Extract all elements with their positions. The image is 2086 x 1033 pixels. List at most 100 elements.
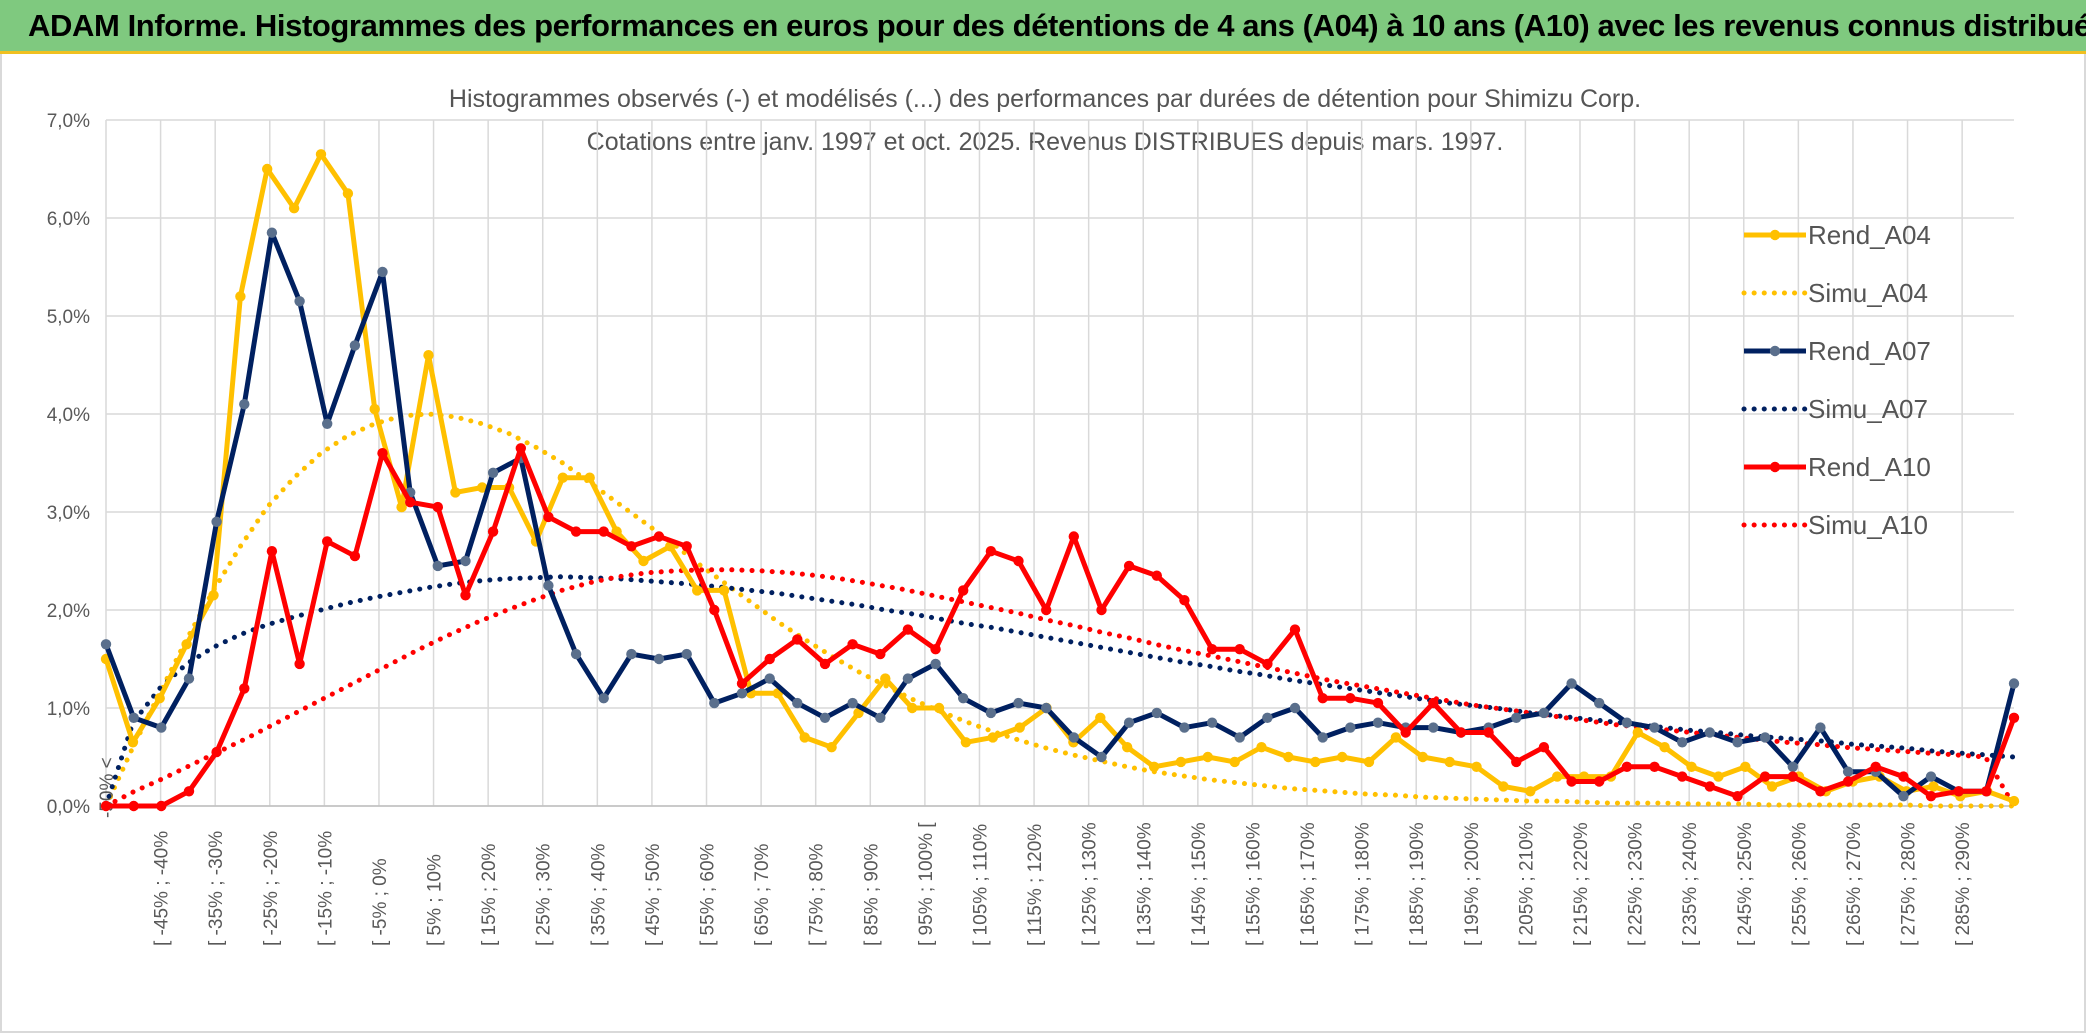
y-tick-label: 3,0% xyxy=(47,503,90,524)
data-point xyxy=(1041,604,1052,616)
data-point xyxy=(1538,707,1550,719)
chart-title-line1: Histogrammes observés (-) et modélisés (… xyxy=(449,85,1641,113)
data-point xyxy=(1444,756,1455,768)
data-point xyxy=(880,673,891,684)
x-tick-label: [ -15% ; -10% xyxy=(315,831,336,946)
chart-title-line2: Cotations entre janv. 1997 et oct. 2025.… xyxy=(587,128,1504,156)
legend-item-Rend_A10: Rend_A10 xyxy=(1744,452,1931,482)
x-tick-label: [ 255% ; 260% xyxy=(1789,822,1810,946)
x-tick-label: [ 205% ; 210% xyxy=(1516,822,1537,946)
data-point xyxy=(349,340,361,351)
data-point xyxy=(1148,761,1160,772)
data-point xyxy=(1234,732,1245,743)
data-point xyxy=(183,786,195,797)
series-line-Rend_A07 xyxy=(103,230,2017,799)
data-point xyxy=(1842,766,1854,777)
data-point xyxy=(1632,727,1644,738)
x-tick-label: [ -5% ; 0% xyxy=(370,858,391,946)
data-point xyxy=(1766,781,1778,792)
data-point xyxy=(1337,751,1348,763)
data-point xyxy=(1732,737,1743,748)
legend-label: Simu_A07 xyxy=(1808,394,1928,424)
data-point xyxy=(2008,795,2020,807)
data-point xyxy=(1179,595,1190,606)
series-line-Simu_A07 xyxy=(103,574,2017,809)
data-point xyxy=(626,541,637,552)
x-tick-label: [ 135% ; 140% xyxy=(1134,822,1155,946)
data-point xyxy=(450,487,461,498)
data-point xyxy=(1925,791,1937,802)
data-point xyxy=(262,163,273,175)
data-point xyxy=(933,702,945,714)
x-tick-label: [ 125% ; 130% xyxy=(1080,822,1101,946)
data-point xyxy=(369,403,380,415)
data-point xyxy=(460,590,471,601)
data-point xyxy=(127,737,139,748)
series-Simu_A07 xyxy=(103,574,2017,809)
y-axis: 0,0% 1,0% 2,0% 3,0% 4,0% 5,0% 6,0% 7,0% xyxy=(47,111,90,818)
data-point xyxy=(1400,727,1411,738)
data-point xyxy=(1262,712,1273,723)
data-point xyxy=(736,688,748,699)
data-point xyxy=(1566,776,1577,787)
legend-marker xyxy=(1769,229,1781,241)
data-point xyxy=(1262,658,1273,670)
data-point xyxy=(1704,727,1716,738)
data-point xyxy=(1870,761,1881,772)
x-tick-label: [ 155% ; 160% xyxy=(1243,822,1264,946)
data-point xyxy=(1428,722,1439,733)
data-point xyxy=(902,673,914,684)
legend-label: Simu_A10 xyxy=(1808,510,1928,540)
data-point xyxy=(543,580,554,591)
data-point xyxy=(1511,756,1522,768)
legend-label: Rend_A04 xyxy=(1808,220,1931,250)
data-point xyxy=(1925,771,1937,782)
series-Simu_A10 xyxy=(103,567,2017,809)
data-point xyxy=(985,546,997,557)
data-point xyxy=(1175,756,1187,768)
data-point xyxy=(460,555,471,567)
x-tick-label: [ 215% ; 220% xyxy=(1571,822,1592,946)
gridlines xyxy=(105,119,2014,807)
legend-item-Simu_A04: Simu_A04 xyxy=(1741,278,1928,308)
data-point xyxy=(692,585,703,596)
data-point xyxy=(709,697,720,709)
legend-item-Rend_A04: Rend_A04 xyxy=(1744,220,1931,250)
legend: Rend_A04 Simu_A04 Rend_A07 Simu_A07 Rend_A10… xyxy=(1741,220,1931,540)
data-point xyxy=(487,467,499,478)
series-Rend_A10 xyxy=(100,443,2020,812)
data-point xyxy=(315,149,327,160)
data-point xyxy=(1123,717,1135,728)
x-tick-label: [ 115% ; 120% xyxy=(1025,824,1046,946)
data-point xyxy=(2008,712,2020,723)
series-line-Rend_A04 xyxy=(103,151,2015,804)
data-point xyxy=(570,526,582,537)
legend-marker xyxy=(1769,345,1781,357)
y-tick-label: 5,0% xyxy=(47,307,90,328)
data-point xyxy=(1289,702,1301,714)
data-point xyxy=(718,585,730,596)
data-point xyxy=(543,511,554,523)
data-point xyxy=(2008,678,2020,689)
y-tick-label: 4,0% xyxy=(47,405,90,426)
data-point xyxy=(1815,786,1826,797)
data-point xyxy=(294,658,305,670)
data-point xyxy=(1787,771,1799,782)
data-point xyxy=(342,188,354,199)
data-point xyxy=(432,501,443,513)
data-point xyxy=(584,472,595,483)
data-point xyxy=(736,678,748,689)
data-point xyxy=(294,296,305,307)
data-point xyxy=(1898,791,1909,802)
x-tick-label: [ 265% ; 270% xyxy=(1844,822,1865,946)
x-tick-label: [ 55% ; 60% xyxy=(698,843,719,946)
data-point xyxy=(239,683,250,694)
data-point xyxy=(1713,771,1724,782)
legend-marker xyxy=(1769,461,1781,473)
data-point xyxy=(1310,756,1321,768)
x-tick-label: [ 85% ; 90% xyxy=(861,843,882,946)
data-point xyxy=(570,648,582,660)
data-point xyxy=(1759,732,1771,743)
data-point xyxy=(156,722,167,733)
